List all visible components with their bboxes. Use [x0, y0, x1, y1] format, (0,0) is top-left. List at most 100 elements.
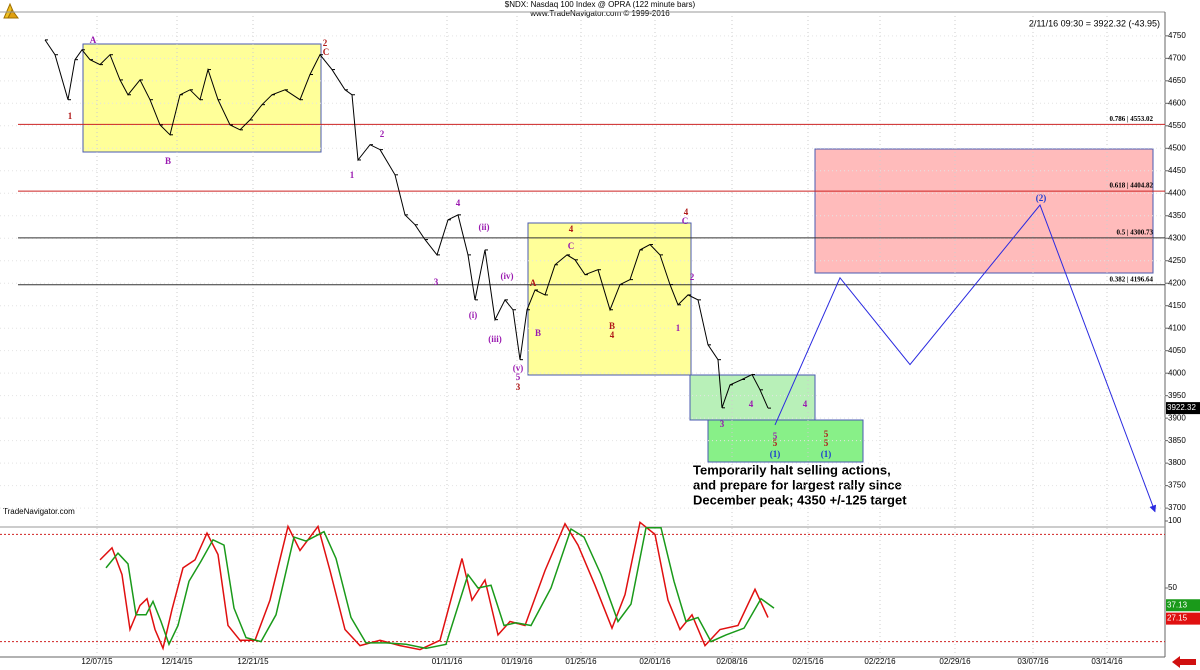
wave-label: 1	[350, 170, 355, 180]
price-tag	[1166, 402, 1200, 415]
fib-label: 0.382 | 4196.64	[1109, 275, 1153, 283]
wave-label: 5	[773, 438, 778, 448]
x-tick-label: 02/22/16	[864, 657, 896, 666]
osc-tag-label: 27.15	[1167, 614, 1188, 623]
wave-label: (iii)	[488, 334, 502, 344]
wave-label: B	[165, 156, 171, 166]
price-tag-label: 3922.32	[1167, 403, 1196, 412]
wave-label: 4	[803, 399, 808, 409]
wave-label: 5	[824, 438, 829, 448]
oscillator-line	[105, 526, 775, 650]
y-tick-label: 4200	[1168, 278, 1186, 287]
x-tick-label: 12/21/15	[237, 657, 269, 666]
x-tick-label: 02/15/16	[792, 657, 824, 666]
wave-label: (i)	[469, 310, 478, 320]
wave-label: 2	[380, 129, 385, 139]
y-tick-label: 4150	[1168, 301, 1186, 310]
wave-label: C	[323, 47, 330, 57]
wave-label: 5	[516, 372, 521, 382]
wave-label: (v)	[513, 363, 524, 373]
y-tick-label: 4350	[1168, 211, 1186, 220]
wave-label: 2	[690, 272, 695, 282]
note: Temporarily halt selling actions,and pre…	[693, 462, 907, 507]
x-tick-label: 01/25/16	[565, 657, 597, 666]
fib-label: 0.786 | 4553.02	[1109, 115, 1153, 123]
target-zone	[814, 148, 1154, 274]
x-tick-label: 02/01/16	[639, 657, 671, 666]
wave-label: 1	[68, 111, 73, 121]
y-tick-label: 3800	[1168, 458, 1186, 467]
y-tick-label: 4500	[1168, 143, 1186, 152]
wave-label: 5	[824, 429, 829, 439]
y-tick-label: 3850	[1168, 436, 1186, 445]
y-tick-label: 4100	[1168, 323, 1186, 332]
y-tick-label: 4650	[1168, 76, 1186, 85]
x-tick-label: 02/29/16	[939, 657, 971, 666]
wave-label: (2)	[1036, 193, 1047, 203]
wave-label: 4	[684, 207, 689, 217]
y-tick-label: 4550	[1168, 121, 1186, 130]
y-tick-label: 3950	[1168, 391, 1186, 400]
wave-label: 4	[610, 330, 615, 340]
chart-title: $NDX: Nasdaq 100 Index @ OPRA (122 minut…	[505, 0, 696, 9]
readout: 2/11/16 09:30 = 3922.32 (-43.95)	[1029, 18, 1160, 28]
y-tick-label: 4450	[1168, 166, 1186, 175]
wave-label: (iv)	[501, 271, 514, 281]
wave-label: B	[535, 328, 541, 338]
note-line: Temporarily halt selling actions,	[693, 462, 891, 477]
osc-tick-label: 50	[1168, 583, 1177, 592]
x-tick-label: 01/19/16	[501, 657, 533, 666]
note-line: and prepare for largest rally since	[693, 477, 902, 492]
chart-subtitle: www.TradeNavigator.com © 1999-2016	[529, 9, 670, 18]
y-tick-label: 3700	[1168, 503, 1186, 512]
projection-path	[774, 204, 1157, 513]
wave-label: (1)	[770, 449, 781, 459]
wave-label: 5	[773, 431, 778, 441]
osc-tag	[1166, 599, 1200, 612]
target-box	[689, 374, 816, 421]
y-tick-label: 4250	[1168, 256, 1186, 265]
wave-label: (ii)	[479, 222, 490, 232]
fib-label: 0.5 | 4300.73	[1116, 229, 1153, 237]
wave-label: 4	[569, 224, 574, 234]
x-tick-label: 03/14/16	[1091, 657, 1123, 666]
x-tick-label: 12/07/15	[81, 657, 113, 666]
logo	[3, 2, 19, 19]
oscillator-line	[99, 520, 769, 651]
x-tick-label: 01/11/16	[432, 657, 463, 666]
y-tick-label: 4700	[1168, 53, 1186, 62]
scroll-arrow[interactable]	[1172, 656, 1196, 668]
y-tick-label: 4400	[1168, 188, 1186, 197]
wave-label: 3	[516, 382, 521, 392]
wave-label: 1	[676, 323, 681, 333]
wave-label: 2	[323, 38, 328, 48]
osc-tag	[1166, 612, 1200, 625]
price-line	[44, 39, 769, 409]
y-tick-label: 4050	[1168, 346, 1186, 355]
wave-label: C	[682, 216, 689, 226]
fib-label: 0.618 | 4404.82	[1109, 182, 1153, 190]
wave-label: B	[609, 321, 615, 331]
y-tick-label: 4600	[1168, 98, 1186, 107]
y-tick-label: 4750	[1168, 31, 1186, 40]
x-tick-label: 03/07/16	[1017, 657, 1049, 666]
wave-label: 3	[434, 277, 439, 287]
osc-tick-label: 100	[1168, 516, 1182, 525]
osc-tag-label: 37.13	[1167, 600, 1188, 609]
target-box	[707, 419, 864, 463]
y-tick-label: 4300	[1168, 233, 1186, 242]
wave-label: 3	[720, 419, 725, 429]
y-tick-label: 3900	[1168, 413, 1186, 422]
x-tick-label: 12/14/15	[161, 657, 193, 666]
wave-label: A	[90, 35, 97, 45]
wave-label: A	[530, 278, 537, 288]
wave-label: C	[568, 241, 575, 251]
y-tick-label: 3750	[1168, 481, 1186, 490]
y-tick-label: 4000	[1168, 368, 1186, 377]
wave-label: 4	[749, 399, 754, 409]
wave-label: 4	[456, 198, 461, 208]
wave-box	[82, 43, 322, 153]
wave-box	[527, 222, 692, 376]
wave-label: (1)	[821, 449, 832, 459]
